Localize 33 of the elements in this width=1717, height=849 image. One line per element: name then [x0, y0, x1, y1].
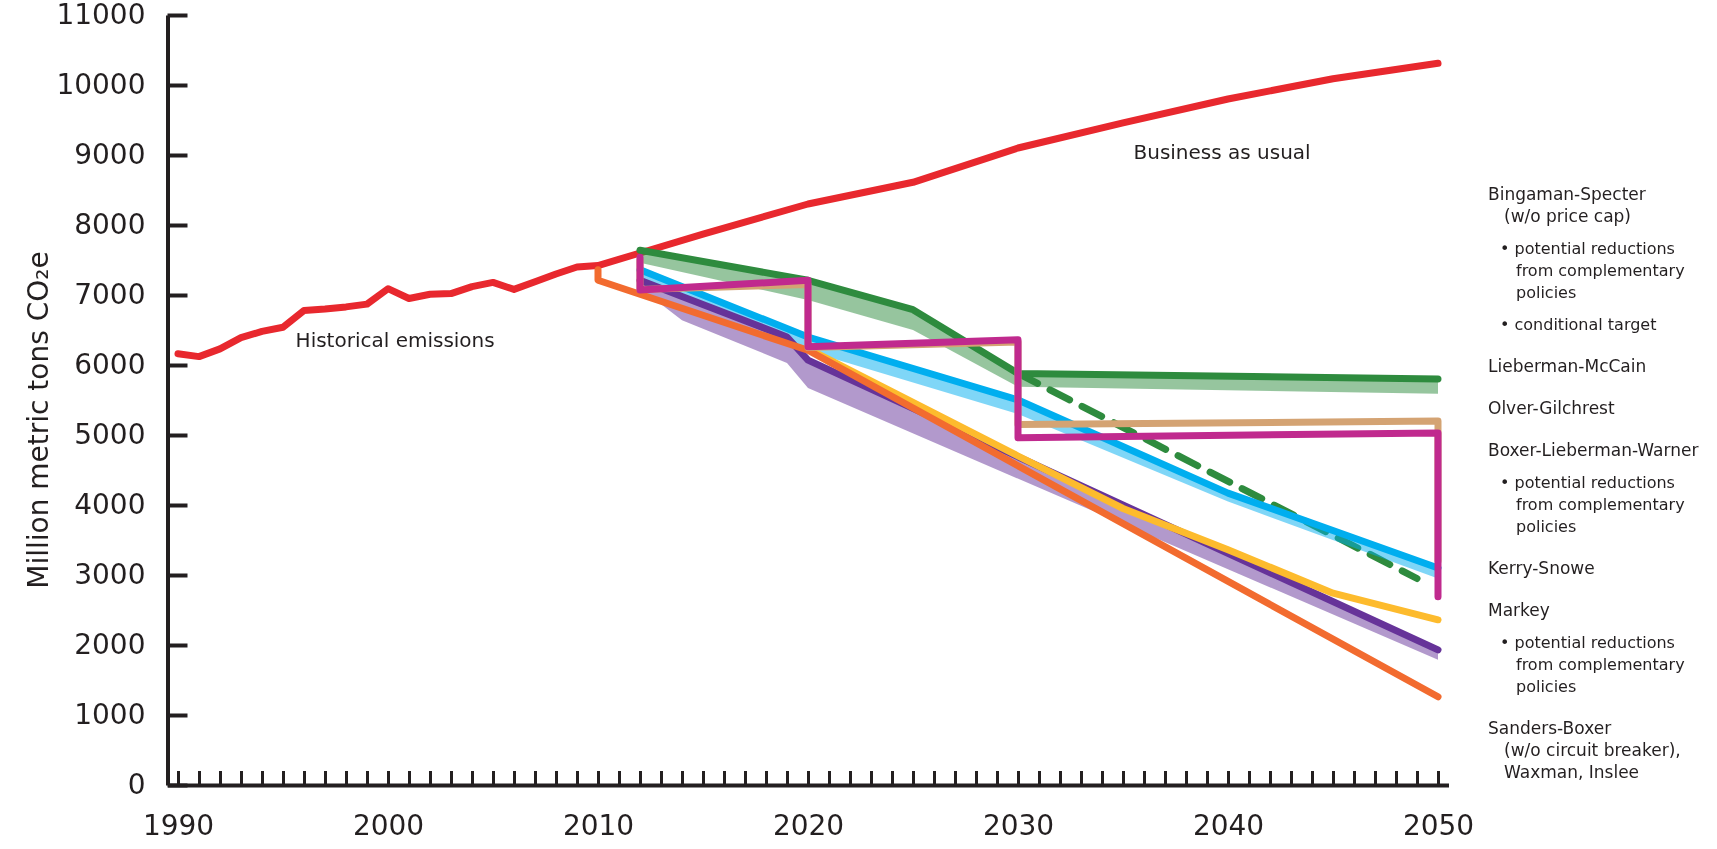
y-tick-label: 9000 — [74, 138, 146, 172]
text: Kerry-Snowe — [1488, 558, 1595, 578]
x-tick-label: 2040 — [1192, 808, 1265, 842]
y-tick-label: 7000 — [74, 278, 146, 312]
text: • potential reductions from complementary policies — [1500, 633, 1685, 696]
y-tick-label: 5000 — [74, 418, 146, 452]
text: Sanders-Boxer (w/o circuit breaker), Waxman, Inslee — [1488, 718, 1681, 782]
text: Bingaman-Specter (w/o price cap) — [1488, 184, 1646, 226]
text: Olver-Gilchrest — [1488, 398, 1615, 418]
y-tick-label: 0 — [127, 768, 146, 802]
annotation: Historical emissions — [295, 327, 495, 352]
x-tick-label: 2020 — [772, 808, 845, 842]
y-tick-label: 10000 — [56, 68, 146, 102]
y-tick-label: 6000 — [74, 348, 146, 382]
annotation: Business as usual — [1133, 140, 1311, 165]
y-tick-label: 3000 — [74, 558, 146, 592]
x-tick-label: 2050 — [1402, 808, 1475, 842]
y-tick-label: 1000 — [74, 698, 146, 732]
x-tick-label: 2010 — [562, 808, 635, 842]
text: • conditional target — [1500, 315, 1657, 334]
text: • potential reductions from complementary policies — [1500, 239, 1685, 302]
y-tick-label: 4000 — [74, 488, 146, 522]
x-tick-label: 2000 — [352, 808, 425, 842]
y-tick-label: 2000 — [74, 628, 146, 662]
x-tick-label: 1990 — [142, 808, 215, 842]
y-tick-label: 11000 — [56, 0, 146, 32]
text: • potential reductions from complementary policies — [1500, 473, 1685, 536]
text: Boxer-Lieberman-Warner — [1488, 440, 1699, 460]
y-tick-label: 8000 — [74, 208, 146, 242]
y-axis-title: Million metric tons CO₂e — [22, 251, 55, 589]
text: Markey — [1488, 600, 1550, 620]
x-tick-label: 2030 — [982, 808, 1055, 842]
text: Lieberman-McCain — [1488, 356, 1647, 376]
